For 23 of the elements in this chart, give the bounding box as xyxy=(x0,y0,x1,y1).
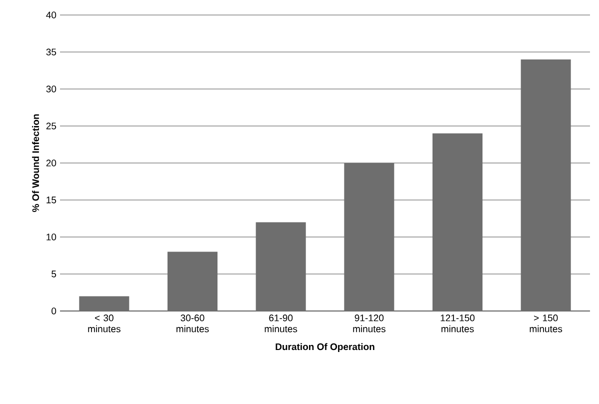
y-tick-label: 15 xyxy=(46,196,56,204)
x-tick-label: 91-120 minutes xyxy=(353,314,386,332)
y-tick-label: 5 xyxy=(52,270,56,278)
x-tick-label: < 30 minutes xyxy=(88,314,120,332)
bar xyxy=(432,133,483,311)
y-tick-label: 0 xyxy=(52,308,56,314)
bar xyxy=(79,296,130,311)
y-tick-label: 30 xyxy=(46,86,56,92)
x-axis-title: Duration Of Operation xyxy=(276,343,374,352)
bar xyxy=(344,163,394,311)
bar xyxy=(520,59,571,311)
x-tick-label: 121-150 minutes xyxy=(440,314,475,332)
x-tick-label: > 150 minutes xyxy=(530,314,562,332)
x-tick-label: 30-60 minutes xyxy=(176,314,209,332)
y-tick-label: 35 xyxy=(46,48,56,56)
y-tick-label: 40 xyxy=(46,12,56,18)
y-axis-title: % Of Wound Infection xyxy=(32,114,40,212)
y-tick-label: 10 xyxy=(46,234,56,240)
x-tick-label: 61-90 minutes xyxy=(264,314,298,332)
bar xyxy=(256,222,306,311)
y-tick-label: 20 xyxy=(46,160,56,166)
y-tick-label: 25 xyxy=(46,122,56,130)
bar xyxy=(168,252,218,311)
